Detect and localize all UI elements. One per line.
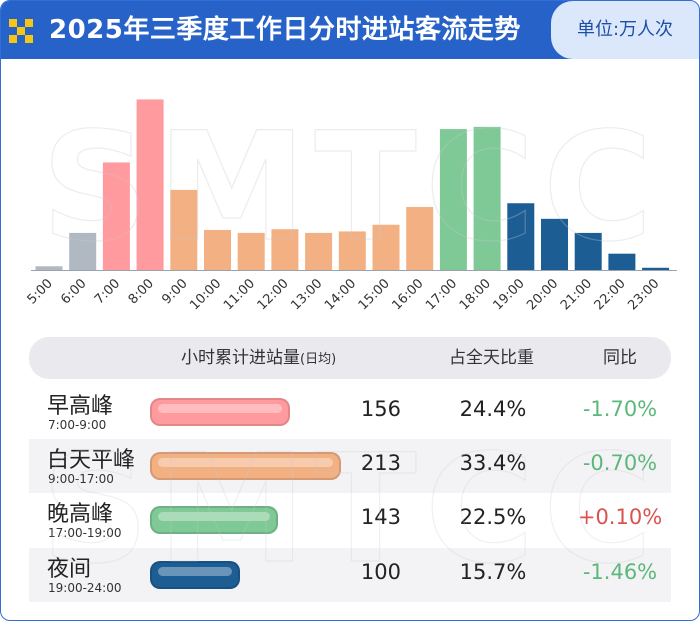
period-time: 19:00-24:00 xyxy=(48,581,122,595)
unit-label: 单位:万人次 xyxy=(551,1,699,59)
hourly-bar-chart: 5:00 6:00 7:00 8:00 9:0010:0011:0012:0013:00… xyxy=(25,99,677,313)
bar-2100 xyxy=(574,232,602,270)
period-name: 晚高峰 xyxy=(47,502,114,527)
tick-label: 11:00 xyxy=(221,276,258,313)
period-time: 7:00-9:00 xyxy=(48,418,107,432)
bar-700 xyxy=(102,162,130,270)
period-bar xyxy=(150,452,341,480)
tick-label: 7:00 xyxy=(92,276,123,307)
table-row: 晚高峰 17:00-19:00 143 22.5% +0.10% xyxy=(29,493,671,547)
period-yoy: -1.70% xyxy=(582,397,658,421)
bar-1900 xyxy=(507,203,535,270)
period-bar xyxy=(150,506,278,534)
bar-1700 xyxy=(439,129,467,270)
tick-label: 21:00 xyxy=(558,276,595,313)
header-bar: 2025年三季度工作日分时进站客流走势 单位:万人次 xyxy=(1,1,699,59)
bar-2200 xyxy=(608,253,636,270)
period-share: 22.5% xyxy=(459,505,527,529)
bar-1300 xyxy=(305,232,333,270)
tick-label: 14:00 xyxy=(322,276,359,313)
table-row: 早高峰 7:00-9:00 156 24.4% -1.70% xyxy=(29,385,671,439)
period-volume: 213 xyxy=(360,451,401,475)
table-header: 小时累计进站量(日均) 占全天比重 同比 xyxy=(29,337,671,379)
period-time: 17:00-19:00 xyxy=(48,526,122,540)
bar-1000 xyxy=(204,229,231,270)
bar-2000 xyxy=(541,218,568,270)
table-row: 夜间 19:00-24:00 100 15.7% -1.46% xyxy=(29,548,671,602)
bar-800 xyxy=(136,99,164,270)
tick-label: 23:00 xyxy=(625,276,662,313)
period-volume: 156 xyxy=(360,397,401,421)
tick-label: 17:00 xyxy=(423,276,460,313)
bar-1800 xyxy=(473,126,501,270)
table-row: 白天平峰 9:00-17:00 213 33.4% -0.70% xyxy=(29,439,671,493)
period-bar xyxy=(150,561,240,589)
period-yoy: -0.70% xyxy=(582,451,658,475)
tick-label: 5:00 xyxy=(25,276,56,307)
bar-2300 xyxy=(642,267,670,270)
tick-label: 15:00 xyxy=(356,276,393,313)
period-yoy: +0.10% xyxy=(577,505,663,529)
period-volume: 143 xyxy=(360,505,401,529)
bar-1200 xyxy=(271,229,299,270)
checker-logo-icon xyxy=(9,19,35,45)
bar-1400 xyxy=(338,231,366,270)
period-name: 夜间 xyxy=(47,557,92,582)
bar-500 xyxy=(35,266,63,270)
period-time: 9:00-17:00 xyxy=(48,472,114,486)
period-yoy: -1.46% xyxy=(582,560,658,584)
bar-1600 xyxy=(406,206,434,270)
tick-label: 20:00 xyxy=(524,276,561,313)
period-share: 15.7% xyxy=(459,560,527,584)
period-bar xyxy=(150,398,290,426)
bar-900 xyxy=(170,189,198,270)
bar-1100 xyxy=(237,232,265,270)
tick-label: 12:00 xyxy=(255,276,292,313)
tick-label: 6:00 xyxy=(58,276,89,307)
tick-label: 8:00 xyxy=(126,276,157,307)
period-share: 33.4% xyxy=(459,451,527,475)
tick-label: 18:00 xyxy=(457,276,494,313)
tick-label: 16:00 xyxy=(389,276,426,313)
bar-1500 xyxy=(372,224,400,270)
period-name: 白天平峰 xyxy=(47,448,136,473)
col-volume: 小时累计进站量(日均) xyxy=(181,348,337,368)
bar-600 xyxy=(69,232,97,270)
col-share: 占全天比重 xyxy=(449,348,534,368)
tick-label: 13:00 xyxy=(288,276,325,313)
col-yoy: 同比 xyxy=(603,348,637,368)
tick-label: 19:00 xyxy=(491,276,528,313)
period-share: 24.4% xyxy=(459,397,527,421)
chart-title: 2025年三季度工作日分时进站客流走势 xyxy=(49,15,521,45)
period-volume: 100 xyxy=(360,560,401,584)
tick-label: 22:00 xyxy=(592,276,629,313)
tick-label: 10:00 xyxy=(187,276,224,313)
period-name: 早高峰 xyxy=(47,394,114,419)
